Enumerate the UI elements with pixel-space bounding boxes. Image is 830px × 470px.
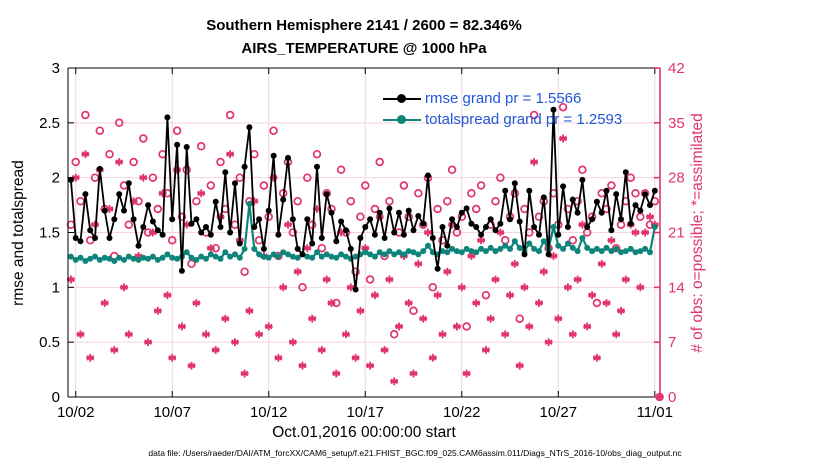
svg-text:28: 28	[668, 170, 685, 187]
svg-text:1: 1	[52, 279, 60, 296]
svg-text:10/27: 10/27	[540, 404, 578, 421]
svg-text:11/01: 11/01	[637, 404, 673, 421]
svg-text:0: 0	[668, 389, 676, 406]
svg-text:3: 3	[52, 60, 60, 77]
legend-entry-totalspread: totalspread grand pr = 1.2593	[383, 109, 622, 130]
svg-text:10/17: 10/17	[346, 404, 384, 421]
chart-title-line2: AIRS_TEMPERATURE @ 1000 hPa	[241, 40, 487, 57]
y-axis-label-right: # of obs: o=possible; *=assimilated	[689, 113, 706, 353]
totalspread-line-swatch-icon	[383, 114, 421, 125]
legend-label-rmse: rmse grand pr = 1.5566	[425, 90, 582, 107]
svg-text:10/22: 10/22	[443, 404, 481, 421]
legend-label-totalspread: totalspread grand pr = 1.2593	[425, 111, 623, 128]
svg-text:10/12: 10/12	[250, 404, 288, 421]
svg-text:7: 7	[668, 334, 676, 351]
svg-text:42: 42	[668, 60, 685, 77]
legend: rmse grand pr = 1.5566 totalspread grand…	[383, 88, 622, 130]
svg-text:35: 35	[668, 115, 685, 132]
y-axis-label-left: rmse and totalspread	[10, 160, 27, 306]
svg-text:14: 14	[668, 279, 685, 296]
svg-text:10/02: 10/02	[57, 404, 95, 421]
chart-title: Southern Hemisphere 2141 / 2600 = 82.346…	[68, 14, 660, 60]
svg-text:21: 21	[668, 225, 685, 242]
data-file-path: data file: /Users/raeder/DAI/ATM_forcXX/…	[148, 448, 682, 458]
svg-text:2: 2	[52, 170, 60, 187]
svg-text:2.5: 2.5	[39, 115, 60, 132]
svg-text:10/07: 10/07	[153, 404, 191, 421]
chart-title-line1: Southern Hemisphere 2141 / 2600 = 82.346…	[206, 17, 522, 34]
svg-text:1.5: 1.5	[39, 225, 60, 242]
svg-text:0: 0	[52, 389, 60, 406]
rmse-line-swatch-icon	[383, 93, 421, 104]
x-axis-label: Oct.01,2016 00:00:00 start	[272, 424, 456, 441]
svg-text:0.5: 0.5	[39, 334, 60, 351]
legend-entry-rmse: rmse grand pr = 1.5566	[383, 88, 622, 109]
